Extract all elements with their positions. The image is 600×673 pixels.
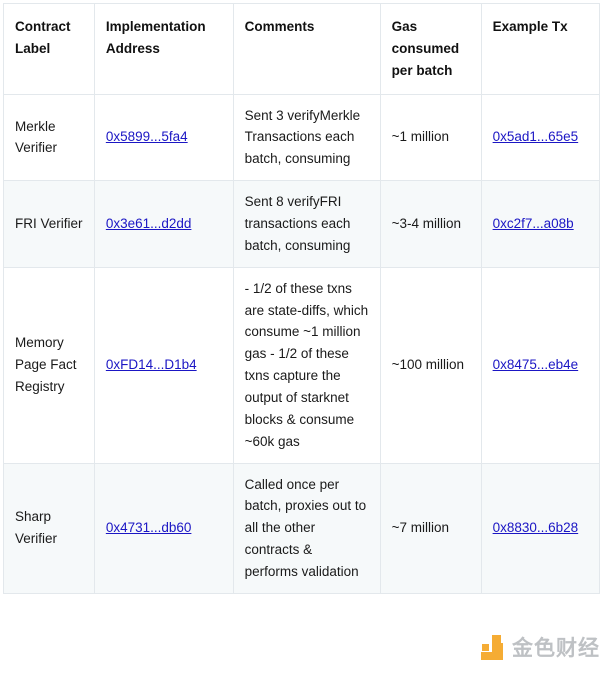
- cell-comments: Sent 8 verifyFRI transactions each batch…: [232, 180, 381, 268]
- watermark-text: 金色财经: [512, 635, 600, 660]
- watermark: 金色财经: [478, 634, 600, 662]
- contracts-table: Contract Label Implementation Address Co…: [3, 3, 600, 594]
- implementation-address-link[interactable]: 0xFD14...D1b4: [105, 357, 197, 373]
- implementation-address-link[interactable]: 0x5899...5fa4: [105, 129, 188, 145]
- cell-implementation-address: 0xFD14...D1b4: [93, 266, 234, 464]
- cell-gas-consumed: ~100 million: [379, 266, 482, 464]
- cell-implementation-address: 0x5899...5fa4: [93, 93, 234, 182]
- cell-gas-consumed: ~7 million: [379, 462, 482, 594]
- table-row: Memory Page Fact Registry 0xFD14...D1b4 …: [3, 266, 600, 464]
- table-row: Sharp Verifier 0x4731...db60 Called once…: [3, 462, 600, 594]
- column-header-contract-label: Contract Label: [3, 3, 95, 95]
- table-row: FRI Verifier 0x3e61...d2dd Sent 8 verify…: [3, 180, 600, 268]
- cell-comments: - 1/2 of these txns are state-diffs, whi…: [232, 266, 381, 464]
- example-tx-link[interactable]: 0x8830...6b28: [492, 520, 579, 536]
- cell-example-tx: 0x8475...eb4e: [480, 266, 600, 464]
- implementation-address-link[interactable]: 0x4731...db60: [105, 520, 192, 536]
- column-header-example-tx: Example Tx: [480, 3, 600, 95]
- table-row: Merkle Verifier 0x5899...5fa4 Sent 3 ver…: [3, 93, 600, 182]
- cell-example-tx: 0x5ad1...65e5: [480, 93, 600, 182]
- column-header-gas-consumed-per-batch: Gas consumed per batch: [379, 3, 482, 95]
- jinse-logo-icon: [478, 634, 506, 662]
- table-header-row: Contract Label Implementation Address Co…: [3, 3, 600, 95]
- example-tx-link[interactable]: 0xc2f7...a08b: [492, 216, 574, 232]
- cell-contract-label: Memory Page Fact Registry: [3, 266, 95, 464]
- cell-example-tx: 0xc2f7...a08b: [480, 180, 600, 268]
- example-tx-link[interactable]: 0x5ad1...65e5: [492, 129, 579, 145]
- example-tx-link[interactable]: 0x8475...eb4e: [492, 357, 579, 373]
- cell-implementation-address: 0x4731...db60: [93, 462, 234, 594]
- cell-contract-label: Sharp Verifier: [3, 462, 95, 594]
- implementation-address-link[interactable]: 0x3e61...d2dd: [105, 216, 192, 232]
- column-header-implementation-address: Implementation Address: [93, 3, 234, 95]
- table-body: Merkle Verifier 0x5899...5fa4 Sent 3 ver…: [3, 93, 600, 594]
- cell-gas-consumed: ~3-4 million: [379, 180, 482, 268]
- cell-contract-label: FRI Verifier: [3, 180, 95, 268]
- cell-implementation-address: 0x3e61...d2dd: [93, 180, 234, 268]
- cell-comments: Sent 3 verifyMerkle Transactions each ba…: [232, 93, 381, 182]
- table-header: Contract Label Implementation Address Co…: [3, 3, 600, 95]
- cell-contract-label: Merkle Verifier: [3, 93, 95, 182]
- column-header-comments: Comments: [232, 3, 381, 95]
- cell-comments: Called once per batch, proxies out to al…: [232, 462, 381, 594]
- cell-gas-consumed: ~1 million: [379, 93, 482, 182]
- cell-example-tx: 0x8830...6b28: [480, 462, 600, 594]
